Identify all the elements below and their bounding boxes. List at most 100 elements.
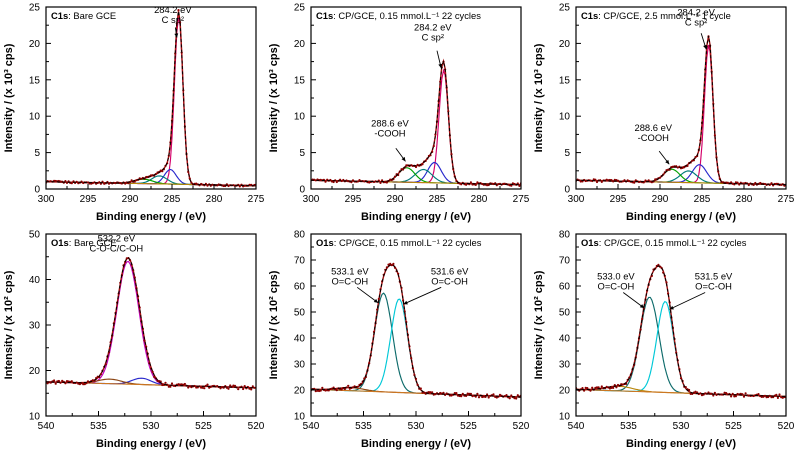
annotation-text: -COOH	[638, 132, 669, 143]
plot-frame	[45, 233, 257, 417]
annotation-text: O=C-OH	[431, 275, 468, 286]
x-tick-label: 540	[38, 421, 55, 432]
peak-annotation-2: 531.6 eVO=C-OH	[403, 265, 469, 305]
annotation-text: 288.6 eV	[635, 122, 673, 133]
fit-envelope-dashed	[576, 265, 786, 397]
component-peak-1	[46, 16, 256, 187]
x-tick-label: 275	[248, 194, 265, 205]
chart-title: O1s: Bare GCE	[51, 237, 117, 248]
annotation-arrow-line	[622, 292, 645, 309]
y-tick-label: 20	[29, 366, 41, 377]
y-tick-label: 30	[29, 321, 41, 332]
experimental-data-points	[576, 35, 786, 187]
annotation-text: C-O-C/C-OH	[90, 243, 144, 254]
x-tick-label: 530	[673, 421, 690, 432]
chart-c1s-cp-gce-25: 300 295 290 285 280 275 0 5 10 15 20 25 C1s: CP/GCE,…	[533, 3, 795, 224]
y-axis-label: Intensity / (x 10³ cps)	[268, 43, 280, 152]
fit-envelope-dashed	[311, 264, 521, 398]
x-axis-label: Binding energy / (eV)	[626, 211, 736, 223]
peak-annotation-2: 288.6 eV-COOH	[635, 122, 673, 165]
x-tick-label: 285	[164, 194, 181, 205]
x-tick-label: 540	[568, 421, 585, 432]
panel-o1s-cp-gce-right: 540 535 530 525 520 10 20 30 40 50 60 70 80 O1s: CP/G…	[530, 227, 795, 454]
x-tick-label: 525	[195, 421, 212, 432]
peak-annotation-1: 533.1 eVO=C-OH	[331, 265, 379, 304]
x-tick-label: 540	[303, 421, 320, 432]
y-tick-label: 50	[559, 308, 571, 319]
annotation-arrow-line	[356, 286, 379, 304]
y-axis-label: Intensity / (x 10³ cps)	[533, 43, 545, 152]
panel-c1s-bare-gce: 300 295 290 285 280 275 0 5 10 15 20 25 C1s: Bare GC…	[0, 0, 265, 227]
annotation-text: 532.2 eV	[98, 233, 136, 244]
chart-title: O1s: CP/GCE, 0.15 mmol.L⁻¹ 22 cycles	[316, 237, 482, 248]
annotation-text: 531.5 eV	[695, 271, 733, 282]
y-axis-label: Intensity / (x 10² cps)	[533, 270, 545, 379]
experimental-data-points	[311, 60, 521, 187]
y-tick-label: 10	[29, 112, 41, 123]
x-tick-label: 525	[725, 421, 742, 432]
annotation-text: C sp²	[422, 31, 444, 42]
x-tick-label: 295	[80, 194, 97, 205]
annotation-text: O=C-OH	[695, 281, 732, 292]
annotation-text: -COOH	[374, 127, 405, 138]
x-tick-label: 280	[736, 194, 753, 205]
y-tick-label: 20	[559, 386, 571, 397]
y-tick-label: 80	[559, 230, 571, 241]
fit-envelope-dashed	[46, 11, 256, 187]
y-axis-label: Intensity / (x 10² cps)	[268, 270, 280, 379]
x-tick-label: 295	[610, 194, 627, 205]
annotation-arrowhead	[401, 156, 406, 162]
annotation-arrowhead	[403, 300, 408, 305]
x-tick-label: 535	[620, 421, 637, 432]
x-tick-label: 535	[355, 421, 372, 432]
panel-o1s-cp-gce-middle: 540 535 530 525 520 10 20 30 40 50 60 70 80 O1s: CP/G…	[265, 227, 530, 454]
experimental-data-points	[46, 9, 256, 188]
x-tick-label: 520	[778, 421, 795, 432]
annotation-text: 531.6 eV	[431, 265, 469, 276]
fit-envelope-dashed	[576, 35, 786, 186]
y-tick-label: 25	[294, 3, 306, 14]
y-tick-label: 10	[559, 112, 571, 123]
annotation-arrowhead	[665, 159, 670, 165]
plot-frame	[310, 6, 522, 190]
y-tick-label: 50	[29, 230, 41, 241]
y-tick-label: 40	[294, 334, 306, 345]
fit-envelope-dashed	[311, 59, 521, 186]
plot-frame	[575, 233, 787, 417]
panel-c1s-cp-gce-25mmol: 300 295 290 285 280 275 0 5 10 15 20 25 C1s: CP/GCE,…	[530, 0, 795, 227]
x-tick-label: 290	[122, 194, 139, 205]
fit-envelope-dashed	[46, 257, 256, 389]
y-tick-label: 70	[559, 256, 571, 267]
x-axis-label: Binding energy / (eV)	[361, 438, 471, 450]
x-tick-label: 280	[471, 194, 488, 205]
y-axis-label: Intensity / (x 10³ cps)	[3, 43, 15, 152]
x-tick-label: 295	[345, 194, 362, 205]
annotation-text: C sp²	[162, 14, 184, 25]
y-tick-label: 30	[559, 360, 571, 371]
annotation-text: 533.0 eV	[597, 271, 635, 282]
x-tick-label: 275	[513, 194, 530, 205]
y-tick-label: 15	[559, 75, 571, 86]
y-tick-label: 5	[299, 148, 305, 159]
x-tick-label: 285	[694, 194, 711, 205]
peak-annotation-1: 532.2 eVC-O-C/C-OH	[90, 233, 144, 254]
annotation-arrowhead	[438, 63, 443, 69]
peak-annotation-1: 533.0 eVO=C-OH	[597, 271, 645, 309]
chart-o1s-cp-gce-mid: 540 535 530 525 520 10 20 30 40 50 60 70 80 O1s: CP/G…	[268, 230, 530, 451]
y-tick-label: 80	[294, 230, 306, 241]
panel-c1s-cp-gce-015mmol: 300 295 290 285 280 275 0 5 10 15 20 25 C1s: CP/GCE,…	[265, 0, 530, 227]
annotation-text: C sp²	[685, 17, 707, 28]
fit-envelope	[46, 11, 256, 187]
x-tick-label: 530	[408, 421, 425, 432]
annotation-arrowhead	[703, 44, 707, 50]
chart-o1s-cp-gce-right: 540 535 530 525 520 10 20 30 40 50 60 70 80 O1s: CP/G…	[533, 230, 795, 451]
annotation-arrowhead	[373, 298, 379, 303]
annotation-arrowhead	[174, 33, 179, 38]
y-tick-label: 10	[294, 112, 306, 123]
y-tick-label: 15	[29, 75, 41, 86]
fit-envelope	[576, 35, 786, 186]
y-tick-label: 20	[29, 39, 41, 50]
x-tick-label: 535	[90, 421, 107, 432]
annotation-arrowhead	[669, 305, 674, 310]
plot-frame	[575, 6, 787, 190]
